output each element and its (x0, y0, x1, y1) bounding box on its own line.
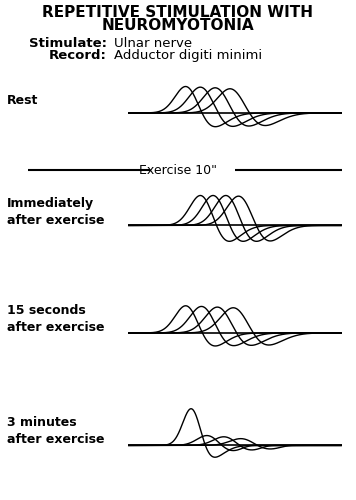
Text: Immediately
after exercise: Immediately after exercise (7, 196, 105, 226)
Text: REPETITIVE STIMULATION WITH: REPETITIVE STIMULATION WITH (42, 5, 314, 20)
Text: Record:: Record: (49, 49, 107, 62)
Text: NEUROMYOTONIA: NEUROMYOTONIA (102, 18, 254, 34)
Text: Exercise 10": Exercise 10" (139, 164, 217, 176)
Text: Adductor digiti minimi: Adductor digiti minimi (114, 49, 262, 62)
Text: 15 seconds
after exercise: 15 seconds after exercise (7, 304, 105, 334)
Text: Ulnar nerve: Ulnar nerve (114, 37, 192, 50)
Text: Rest: Rest (7, 94, 38, 106)
Text: Stimulate:: Stimulate: (29, 37, 107, 50)
Text: 3 minutes
after exercise: 3 minutes after exercise (7, 416, 105, 446)
